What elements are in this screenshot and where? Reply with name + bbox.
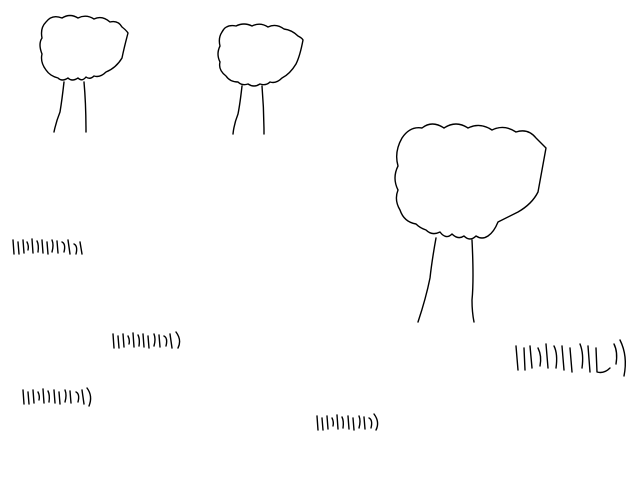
grass-tuft-5 [515, 339, 627, 377]
tree-1-trunk-right [83, 81, 87, 133]
tree-3 [394, 123, 547, 323]
grass-tuft-2-blades [112, 331, 181, 349]
grass-tuft-1 [12, 238, 83, 255]
grass-tuft-4 [316, 413, 379, 431]
tree-2 [217, 23, 304, 135]
grass-tuft-3 [22, 387, 92, 407]
tree-1 [39, 14, 129, 133]
grass-tuft-4-blades [316, 413, 379, 431]
tree-3-trunk-right [471, 239, 475, 323]
tree-3-trunk-left [417, 237, 437, 323]
tree-2-canopy [217, 23, 304, 87]
grass-tuft-2 [112, 331, 181, 349]
tree-3-canopy [394, 123, 547, 240]
tree-1-canopy [39, 14, 129, 81]
tree-1-trunk-left [53, 81, 65, 133]
grass-tuft-5-blades [515, 339, 627, 377]
tree-2-trunk-right [261, 85, 265, 135]
tree-2-trunk-left [232, 85, 243, 135]
grass-tuft-3-blades [22, 387, 92, 407]
grass-tuft-1-blades [12, 238, 83, 255]
